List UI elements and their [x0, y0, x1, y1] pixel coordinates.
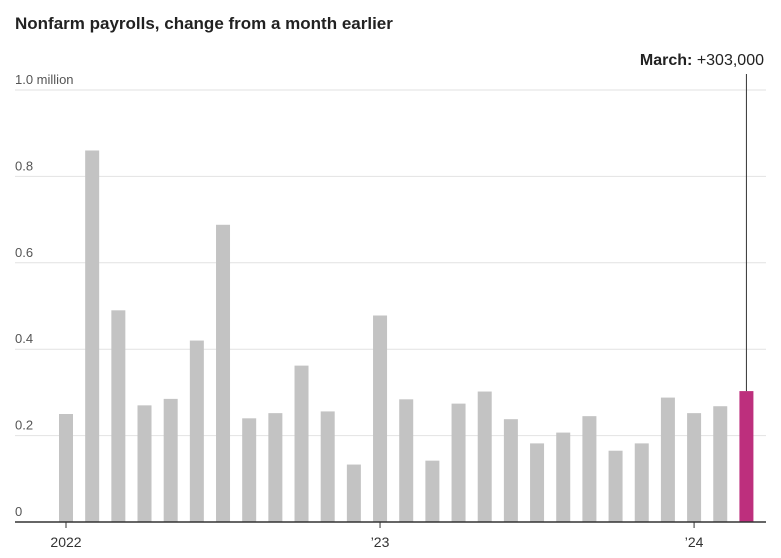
bar-2023-07 [530, 443, 545, 522]
bars [59, 150, 754, 523]
bar-2023-03 [425, 460, 440, 522]
bar-2023-04 [451, 403, 466, 522]
y-tick-label: 0.4 [15, 331, 33, 346]
bar-2023-01 [373, 315, 388, 522]
x-tick-label: ’24 [685, 534, 704, 550]
bar-2022-09 [268, 413, 283, 522]
bar-2023-10 [608, 450, 623, 522]
annotation-value: +303,000 [697, 52, 764, 69]
y-axis-ticks: 0 0.2 0.4 0.6 0.8 1.0 million [15, 72, 74, 519]
bar-2023-09 [582, 416, 597, 522]
x-tick-label: ’23 [371, 534, 390, 550]
bar-2023-08 [556, 432, 571, 522]
bar-2022-01 [59, 414, 73, 522]
x-axis-ticks: 2022 ’23 ’24 [50, 522, 704, 550]
bar-2023-11 [634, 443, 649, 522]
bar-2022-07 [216, 224, 231, 522]
bar-2022-05 [163, 398, 178, 522]
y-tick-label: 1.0 million [15, 72, 74, 87]
y-tick-label: 0.8 [15, 158, 33, 173]
y-tick-label: 0.2 [15, 418, 33, 433]
bar-2023-06 [503, 419, 518, 522]
annotation-label: March: [640, 52, 697, 69]
bar-2022-06 [189, 340, 204, 522]
bar-2022-04 [137, 405, 152, 522]
bar-2022-10 [294, 365, 309, 522]
annotation-text: March: +303,000 [640, 52, 764, 69]
bar-2023-02 [399, 399, 414, 522]
y-tick-label: 0 [15, 504, 22, 519]
bar-2022-08 [242, 418, 257, 522]
bar-2023-12 [660, 397, 675, 522]
x-tick-label: 2022 [50, 534, 81, 550]
march-annotation: March: +303,000 [640, 52, 764, 392]
gridlines [15, 89, 766, 437]
bar-2022-02 [85, 150, 100, 523]
chart-title: Nonfarm payrolls, change from a month ea… [15, 14, 393, 33]
bar-2023-05 [477, 391, 492, 522]
bar-2024-01 [687, 413, 702, 522]
y-tick-label: 0.6 [15, 245, 33, 260]
bar-2022-03 [111, 310, 126, 522]
bar-2024-02 [713, 406, 728, 522]
bar-highlight-2024-03 [739, 391, 754, 522]
bar-2022-11 [320, 411, 335, 522]
bar-2022-12 [346, 464, 361, 522]
